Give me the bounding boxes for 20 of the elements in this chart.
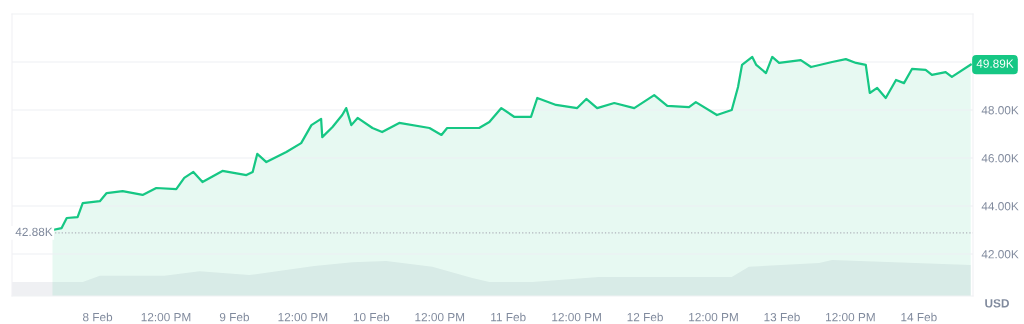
x-tick-label: 12:00 PM (689, 312, 738, 322)
x-tick-label: 12 Feb (627, 312, 663, 322)
x-tick-label: 13 Feb (764, 312, 800, 322)
x-tick-label: 12:00 PM (278, 312, 328, 322)
x-tick-label: 12:00 PM (552, 312, 601, 322)
y-tick-label: 46.00K (981, 154, 1019, 163)
y-tick-label: 44.00K (981, 202, 1019, 211)
y-tick-label: 48.00K (981, 106, 1019, 115)
x-tick-label: 12:00 PM (826, 312, 875, 322)
x-tick-label: 12:00 PM (141, 312, 191, 322)
y-axis-title: USD (985, 299, 1009, 308)
x-tick-label: 8 Feb (82, 312, 113, 322)
ref-line-label: 42.88K (15, 227, 53, 237)
x-tick-label: 9 Feb (219, 312, 250, 322)
x-tick-label: 14 Feb (901, 312, 937, 322)
x-tick-label: 11 Feb (491, 312, 526, 322)
annotation: 49.89K (976, 59, 1014, 68)
x-tick-label: 10 Feb (353, 312, 390, 322)
y-tick-label: 42.00K (981, 250, 1019, 259)
x-tick-label: 12:00 PM (415, 312, 465, 322)
